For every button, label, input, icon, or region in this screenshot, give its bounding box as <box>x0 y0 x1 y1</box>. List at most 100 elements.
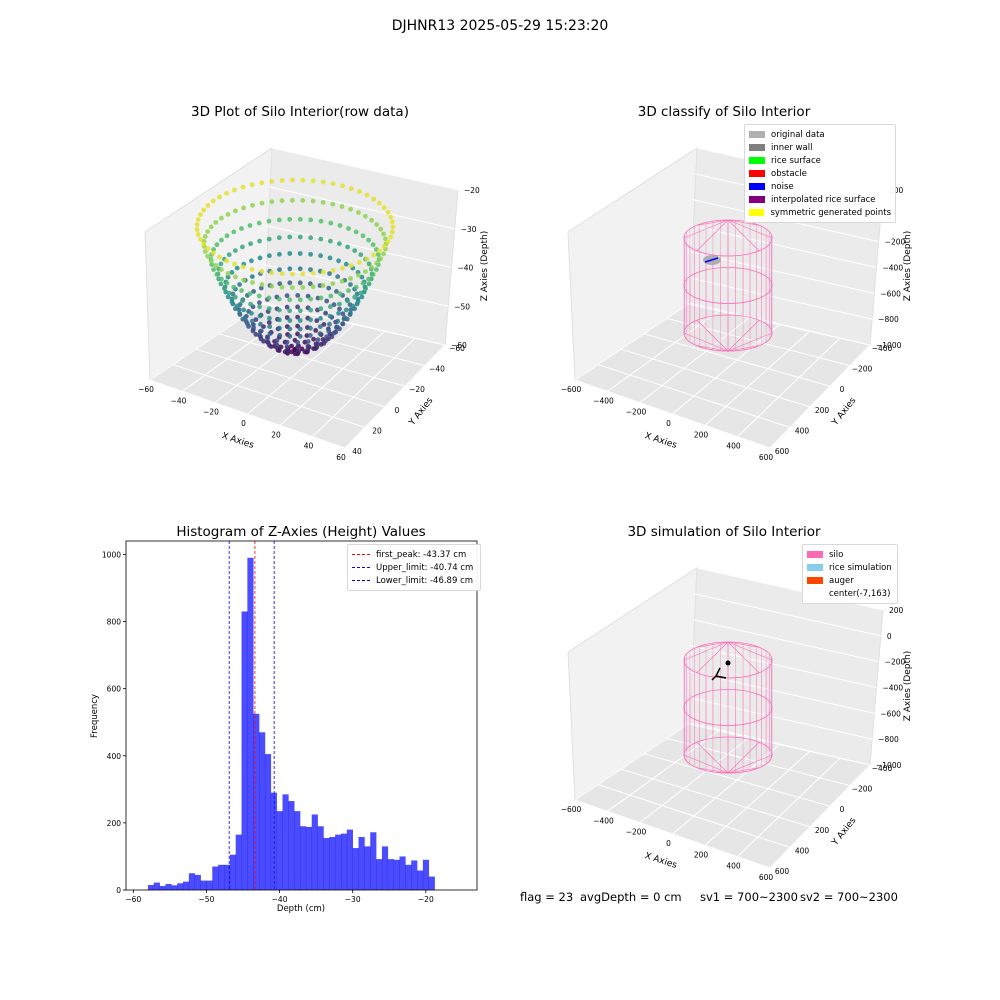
raw-point <box>328 293 334 299</box>
raw-point <box>210 250 216 256</box>
raw-point <box>259 200 265 206</box>
raw-point <box>247 223 253 228</box>
raw-point <box>302 339 308 345</box>
histogram-x-axis-label: Depth (cm) <box>277 904 325 914</box>
flag-readout: flag = 23 <box>520 890 574 904</box>
classify-legend-label: symmetric generated points <box>770 207 891 218</box>
raw-y-tick-label: 20 <box>372 426 382 435</box>
simulation-legend-swatch <box>807 564 823 571</box>
raw-point <box>234 303 240 309</box>
raw-point <box>330 268 336 273</box>
simulation-y-tick-label: 400 <box>795 846 810 855</box>
raw-point <box>337 241 342 247</box>
raw-point <box>330 201 336 207</box>
raw-point <box>259 180 265 186</box>
simulation-z-gridline <box>683 722 871 766</box>
histogram-bar <box>288 801 295 890</box>
raw-point <box>201 239 207 244</box>
raw-point <box>249 310 254 316</box>
classify-floor-line <box>683 332 729 352</box>
raw-point <box>363 286 368 291</box>
raw-point <box>239 288 244 293</box>
raw-point <box>265 334 270 340</box>
raw-point <box>317 331 323 336</box>
raw-x-axis-label: X Axies <box>220 431 255 451</box>
raw-point <box>225 212 231 217</box>
raw-point <box>284 293 290 299</box>
raw-point <box>307 333 313 338</box>
raw-point <box>205 229 211 235</box>
raw-point <box>274 306 280 312</box>
simulation-x-tick-label: −400 <box>593 816 614 825</box>
raw-point <box>232 248 238 254</box>
histogram-legend-entry: Lower_limit: -46.89 cm <box>352 574 476 587</box>
simulation-legend-swatch <box>807 590 823 597</box>
raw-point <box>350 265 356 271</box>
classify-z-tick-label: −400 <box>883 264 904 273</box>
raw-point <box>300 271 306 277</box>
raw-point <box>340 321 345 327</box>
raw-point <box>363 213 368 219</box>
raw-point <box>361 289 367 295</box>
histogram-legend: first_peak: -43.37 cm Upper_limit: -40.74… <box>347 544 481 591</box>
simulation-roof-line <box>727 641 773 661</box>
raw-point <box>311 336 316 342</box>
simulation-silo-wireframe <box>683 641 773 774</box>
raw-point <box>287 333 293 339</box>
raw-point <box>320 283 326 288</box>
raw-point <box>320 269 326 275</box>
raw-point <box>290 285 295 290</box>
raw-point <box>202 249 208 254</box>
classify-legend-entry: symmetric generated points <box>749 206 891 219</box>
raw-point <box>242 277 248 283</box>
raw-point <box>267 283 273 288</box>
classify-legend-label: interpolated rice surface <box>771 194 876 205</box>
raw-point <box>249 274 255 279</box>
raw-point <box>334 325 339 330</box>
raw-point <box>385 239 391 245</box>
raw-point <box>348 282 353 287</box>
classify-original-data-points <box>703 255 721 265</box>
simulation-ring <box>683 689 773 726</box>
raw-point <box>308 251 313 257</box>
raw-point <box>368 276 374 282</box>
raw-point <box>277 333 283 338</box>
raw-point <box>287 216 293 222</box>
raw-point <box>239 226 244 231</box>
histogram-legend-label: Upper_limit: -40.74 cm <box>376 562 474 573</box>
raw-point <box>323 338 328 344</box>
simulation-z-gridline <box>692 619 879 663</box>
raw-point <box>302 349 308 355</box>
raw-point <box>257 255 263 261</box>
raw-y-gridline <box>241 317 426 367</box>
raw-point <box>347 312 353 317</box>
raw-point <box>276 235 282 241</box>
raw-point <box>355 299 361 304</box>
raw-floor-pane <box>148 302 446 449</box>
simulation-z-tick-label: −800 <box>878 735 899 744</box>
classify-x-gridline <box>574 302 691 381</box>
classify-x-axis-label: X Axies <box>643 431 678 451</box>
raw-point <box>285 350 290 356</box>
raw-point <box>287 308 293 314</box>
raw-point <box>267 315 272 321</box>
histogram-bar <box>323 837 330 890</box>
raw-z-tick-label: −30 <box>461 225 477 234</box>
simulation-z-tick-label: −400 <box>883 684 904 693</box>
raw-point <box>369 271 375 277</box>
classify-legend-swatch <box>749 157 765 164</box>
raw-point <box>366 276 371 282</box>
raw-point <box>237 310 243 316</box>
raw-point <box>331 302 337 308</box>
histogram-frame <box>125 540 478 891</box>
raw-y-axis-label: Y Axies <box>407 396 436 429</box>
raw-point <box>352 286 357 292</box>
simulation-floor-line <box>696 767 729 774</box>
raw-point <box>297 216 303 222</box>
raw-point <box>375 262 381 267</box>
histogram-bar <box>294 811 301 890</box>
raw-point <box>232 187 237 193</box>
raw-point <box>276 296 282 302</box>
histogram-bar <box>276 811 283 890</box>
classify-y-gridline <box>574 379 771 449</box>
